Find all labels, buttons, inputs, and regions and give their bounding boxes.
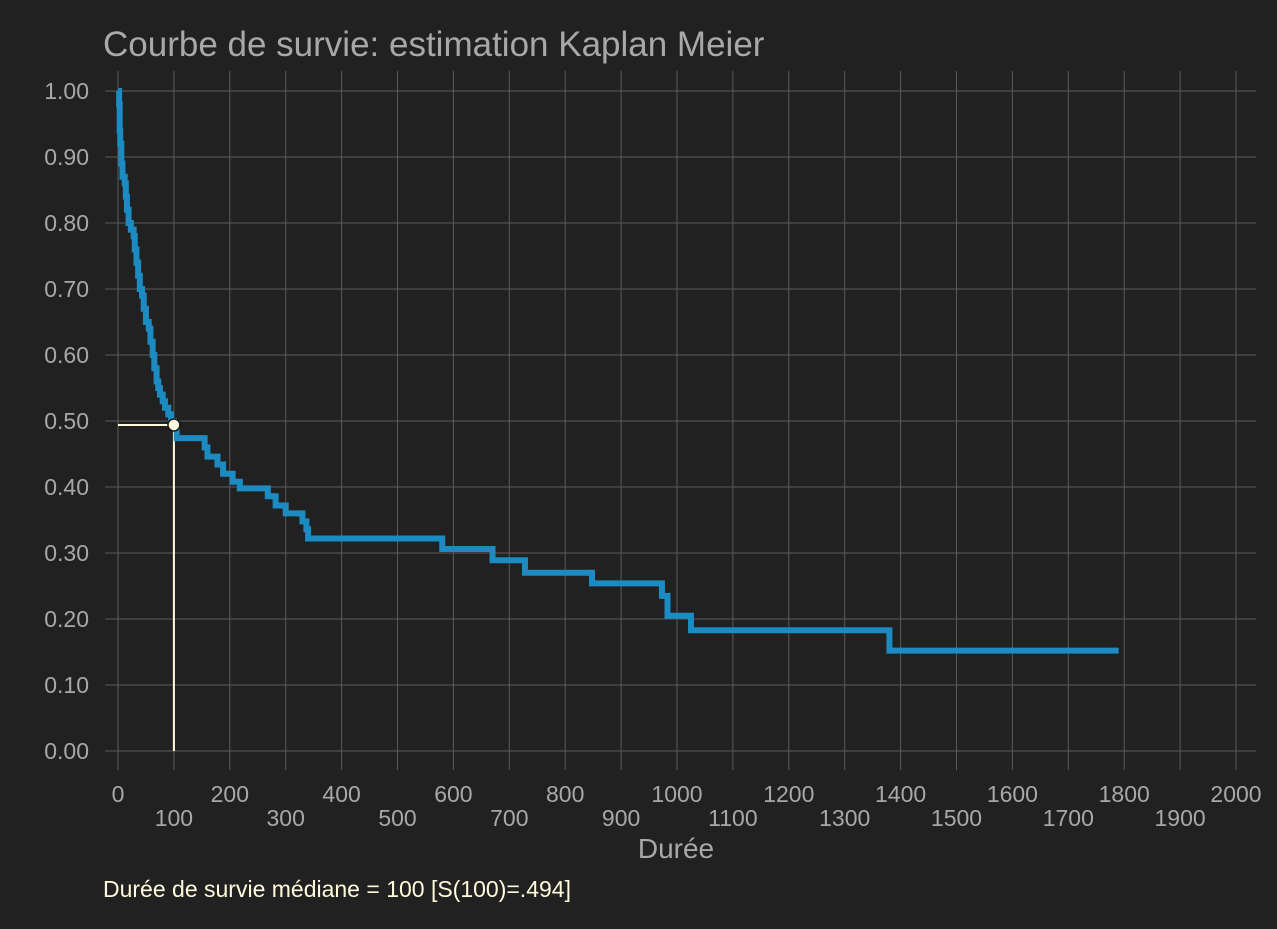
x-tick-label: 100 xyxy=(155,805,193,831)
x-tick-label: 500 xyxy=(378,805,416,831)
x-tick-label: 0 xyxy=(112,781,125,807)
y-tick-label: 0.00 xyxy=(44,738,89,764)
y-tick-label: 0.50 xyxy=(44,408,89,434)
x-tick-label: 1000 xyxy=(651,781,702,807)
y-tick-label: 0.90 xyxy=(44,144,89,170)
y-tick-label: 0.30 xyxy=(44,540,89,566)
y-tick-label: 0.60 xyxy=(44,342,89,368)
y-axis-ticks: 0.00 0.10 0.20 0.30 0.40 0.50 0.60 0.70 0.80 0.90… xyxy=(44,78,89,764)
chart-title: Courbe de survie: estimation Kaplan Meie… xyxy=(103,25,765,64)
y-tick-label: 0.40 xyxy=(44,474,89,500)
y-tick-label: 0.20 xyxy=(44,606,89,632)
x-tick-label: 700 xyxy=(490,805,528,831)
x-tick-label: 400 xyxy=(322,781,360,807)
x-tick-label: 2000 xyxy=(1210,781,1261,807)
x-tick-label: 800 xyxy=(546,781,584,807)
y-tick-label: 0.10 xyxy=(44,672,89,698)
x-tick-label: 1200 xyxy=(763,781,814,807)
x-axis-label: Durée xyxy=(638,833,714,864)
x-tick-label: 900 xyxy=(602,805,640,831)
x-tick-label: 1900 xyxy=(1155,805,1206,831)
y-tick-label: 1.00 xyxy=(44,78,89,104)
x-tick-label: 1100 xyxy=(708,805,757,831)
x-tick-label: 1700 xyxy=(1043,805,1094,831)
x-tick-label: 1400 xyxy=(875,781,926,807)
x-tick-label: 200 xyxy=(211,781,249,807)
median-point-marker xyxy=(167,418,181,432)
median-guides xyxy=(118,423,175,751)
x-tick-label: 300 xyxy=(267,805,305,831)
y-tick-label: 0.80 xyxy=(44,210,89,236)
y-tick-label: 0.70 xyxy=(44,276,89,302)
x-tick-label: 1800 xyxy=(1099,781,1150,807)
x-tick-label: 1600 xyxy=(987,781,1038,807)
x-tick-label: 600 xyxy=(434,781,472,807)
x-axis-ticks: 0 200 400 600 800 1000 1200 1400 1600 1800 2000 100… xyxy=(112,781,1262,831)
survival-curve xyxy=(116,88,1119,654)
median-annotation: Durée de survie médiane = 100 [S(100)=.4… xyxy=(103,876,571,902)
x-tick-label: 1500 xyxy=(931,805,982,831)
x-tick-label: 1300 xyxy=(819,805,870,831)
